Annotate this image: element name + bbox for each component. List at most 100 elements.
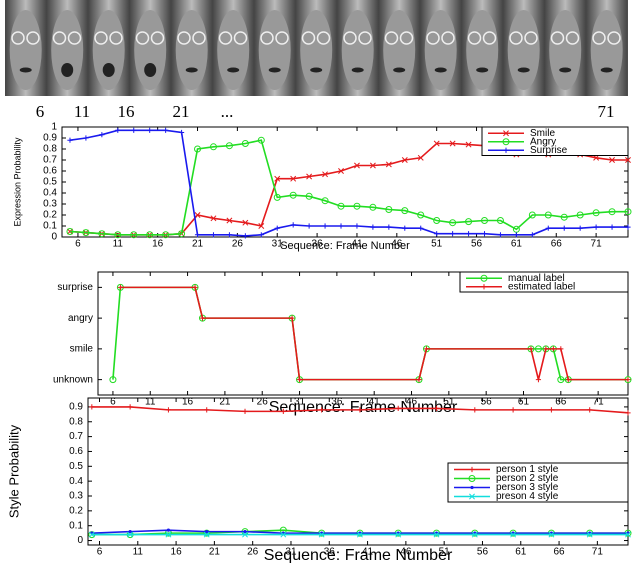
marker [205,530,208,533]
face [466,10,498,90]
x-tick-label: 51 [431,239,443,250]
legend-label: preson 4 style [496,491,559,502]
marker [354,223,359,228]
marker [549,407,554,412]
mouth [144,63,156,77]
marker [115,128,120,133]
x-tick-label: 56 [471,239,483,250]
x-axis-label: Sequence: Frame Number [264,547,453,563]
y-tick-label: 1 [51,122,57,133]
mouth [20,68,32,73]
y-tick-label: 0.5 [43,177,57,188]
face [342,10,374,90]
frame-label: 16 [118,102,135,121]
marker [482,231,487,236]
series-line [70,144,628,235]
y-tick-label: 0.8 [43,144,57,155]
marker [338,223,343,228]
frame-label: 6 [36,102,45,121]
marker [204,407,209,412]
marker [625,410,630,415]
mouth [601,68,613,73]
marker [558,346,563,351]
legend-label: estimated label [508,281,575,292]
marker [322,223,327,228]
marker [594,225,599,230]
y-tick-label: 0 [77,535,83,546]
face [549,10,581,90]
frame-label: 21 [173,102,190,121]
x-tick-label: 61 [511,239,523,250]
face [217,10,249,90]
face [259,10,291,90]
marker [450,231,455,236]
marker [163,128,168,133]
marker [89,404,94,409]
marker [466,231,471,236]
marker [242,409,247,414]
face [10,10,42,90]
face-strip [5,0,628,96]
frame-label: 71 [598,102,615,121]
marker [625,225,630,230]
y-tick-label: 0.3 [43,199,57,210]
mouth [61,63,73,77]
mouth [352,68,364,73]
mouth [310,68,322,73]
marker [609,225,614,230]
marker [243,233,248,238]
y-tick-label: 0.2 [69,505,83,516]
marker [129,530,132,533]
y-tick-label: surprise [57,282,93,293]
face [591,10,623,90]
marker [307,223,312,228]
mouth [227,68,239,73]
marker [562,226,567,231]
marker [147,128,152,133]
marker [167,529,170,532]
face [300,10,332,90]
y-tick-label: 0.6 [43,166,57,177]
y-tick-label: smile [70,344,94,355]
x-tick-label: 66 [554,547,566,558]
mouth [393,68,405,73]
marker [99,132,104,137]
x-tick-label: 26 [247,547,259,558]
y-tick-label: 0.4 [69,476,83,487]
face [383,10,415,90]
y-tick-label: 0 [51,232,57,243]
marker [402,226,407,231]
y-tick-label: 0.1 [69,520,83,531]
marker [370,225,375,230]
y-tick-label: 0.6 [69,446,83,457]
face [93,10,125,90]
y-axis-label: Style Probability [6,424,21,518]
mouth [269,68,281,73]
face [425,10,457,90]
x-axis-label: Sequence: Frame Number [280,240,410,252]
y-tick-label: 0.7 [43,155,57,166]
marker [472,407,477,412]
x-tick-label: 71 [592,547,604,558]
y-tick-label: unknown [53,374,93,385]
frame-label: ... [221,102,234,121]
x-tick-label: 56 [477,547,489,558]
y-axis-label: Expression Probability [12,137,22,227]
legend-marker [470,486,473,489]
marker [434,231,439,236]
x-tick-label: 6 [97,547,103,558]
face [508,10,540,90]
y-tick-label: 0.8 [69,416,83,427]
y-tick-label: 0.2 [43,210,57,221]
figure: 6 11 16 21 ... 71 6111621263136414651566… [0,0,633,563]
y-tick-label: 0.7 [69,431,83,442]
marker [386,225,391,230]
mouth [518,68,530,73]
marker [418,226,423,231]
marker [166,407,171,412]
legend-label: Surprise [530,145,568,156]
x-tick-label: 21 [209,547,221,558]
x-tick-label: 11 [133,547,144,558]
marker [578,226,583,231]
y-tick-label: 0.9 [69,402,83,413]
